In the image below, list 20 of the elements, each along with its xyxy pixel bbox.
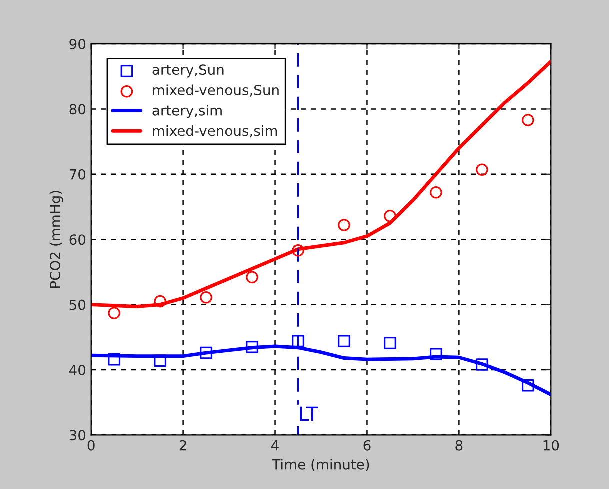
- legend-label: artery,Sun: [152, 64, 224, 78]
- y-tick-label: 50: [70, 300, 86, 310]
- x-tick-label: 8: [456, 440, 463, 451]
- x-tick-label: 6: [364, 440, 371, 451]
- legend-label: mixed-venous,Sun: [153, 84, 279, 97]
- ref-line-label: LT: [300, 406, 318, 422]
- x-tick-label: 10: [544, 440, 560, 451]
- y-tick-label: 40: [69, 364, 86, 376]
- x-axis-title: Time (minute): [272, 459, 370, 472]
- y-axis-title: PCO2 (mmHg): [50, 191, 64, 288]
- y-tick-label: 90: [70, 38, 86, 50]
- legend-label: artery,sim: [152, 105, 222, 119]
- y-tick-label: 70: [70, 169, 86, 180]
- x-tick-label: 0: [88, 440, 95, 451]
- y-tick-label: 30: [70, 430, 86, 441]
- y-tick-label: 60: [70, 234, 86, 246]
- y-tick-label: 80: [70, 104, 86, 115]
- x-tick-label: 4: [272, 440, 279, 451]
- x-tick-label: 2: [180, 440, 186, 451]
- legend-label: mixed-venous,sim: [153, 125, 278, 138]
